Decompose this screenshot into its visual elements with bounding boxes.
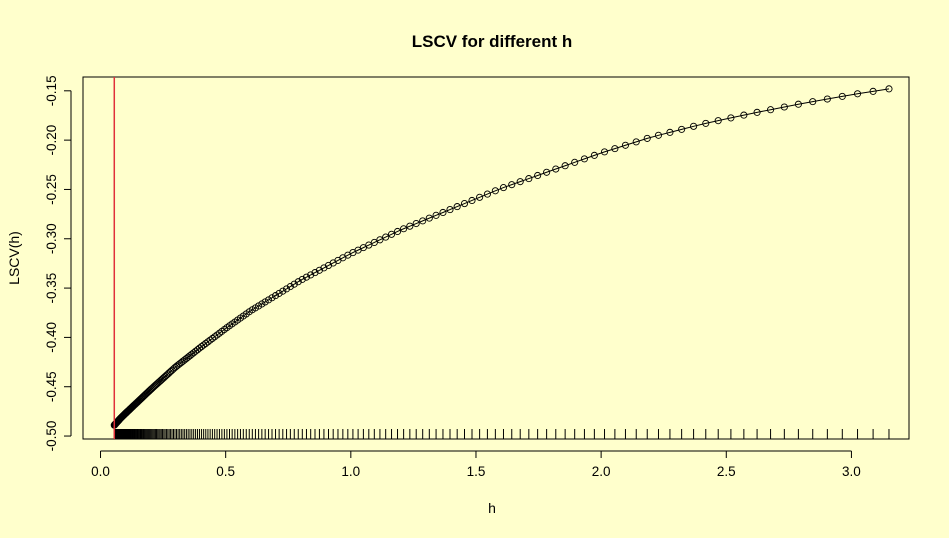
data-point [823, 95, 831, 103]
data-point [809, 98, 817, 106]
y-tick-label: -0.15 [44, 75, 59, 106]
data-point [279, 287, 287, 295]
data-point [838, 92, 846, 100]
y-tick-label: -0.30 [44, 223, 59, 254]
plot-frame [82, 76, 910, 440]
data-point [525, 175, 533, 183]
y-tick-label: -0.35 [44, 273, 59, 304]
x-axis-label: h [488, 500, 496, 516]
data-point [282, 285, 291, 293]
data-point [382, 233, 390, 241]
data-point [767, 106, 775, 114]
data-point [268, 294, 276, 302]
data-point [213, 331, 221, 339]
data-point [580, 155, 588, 163]
x-tick-label: 3.0 [842, 464, 861, 479]
data-point [690, 122, 698, 130]
x-axis: 0.0 0.5 1.0 1.5 2.0 2.5 3.0 [91, 450, 861, 479]
data-point [853, 90, 862, 98]
x-tick-label: 0.5 [216, 464, 235, 479]
data-point [753, 108, 761, 116]
y-axis: -0.50 -0.45 -0.40 -0.35 -0.30 -0.25 -0.20 -0.15 [44, 75, 72, 452]
data-point [302, 273, 311, 281]
series-line [113, 88, 890, 426]
data-point [460, 200, 469, 208]
chart-title: LSCV for different h [412, 32, 573, 51]
y-axis-label: LSCV(h) [6, 231, 22, 285]
data-point [590, 151, 598, 159]
data-point [571, 158, 579, 166]
y-tick-label: -0.40 [44, 322, 59, 353]
data-point [204, 338, 212, 346]
data-point [432, 211, 440, 219]
data-point [158, 375, 167, 383]
data-point [727, 114, 735, 122]
data-point [600, 148, 609, 156]
data-point [393, 227, 402, 236]
data-point [208, 334, 216, 343]
rug-ticks [113, 429, 890, 439]
data-point [794, 100, 802, 108]
data-point [780, 103, 788, 111]
data-point [534, 171, 542, 180]
data-point [425, 214, 433, 222]
data-point [419, 217, 427, 225]
x-tick-label: 1.0 [341, 464, 360, 479]
data-point [453, 203, 461, 211]
series-lscv [110, 85, 893, 429]
data-point [491, 187, 499, 195]
data-point [294, 278, 302, 286]
y-tick-label: -0.25 [44, 174, 59, 205]
x-tick-label: 2.5 [717, 464, 736, 479]
data-point [508, 181, 516, 189]
data-point [499, 184, 508, 192]
data-point [632, 138, 640, 146]
data-point [643, 134, 651, 142]
data-point [446, 206, 454, 214]
data-point [275, 289, 283, 297]
data-point [439, 208, 447, 217]
data-point [516, 178, 524, 186]
data-point [265, 296, 273, 304]
data-point [476, 193, 484, 201]
data-point [370, 238, 378, 247]
data-point [714, 117, 722, 125]
data-point [666, 128, 674, 136]
data-point [406, 222, 414, 230]
y-tick-label: -0.20 [44, 125, 59, 156]
data-point [654, 131, 663, 139]
y-tick-label: -0.45 [44, 371, 59, 402]
x-tick-label: 0.0 [91, 464, 110, 479]
data-point [885, 85, 893, 93]
y-tick-label: -0.50 [44, 421, 59, 452]
data-point [552, 165, 560, 173]
data-point [412, 219, 420, 228]
data-point [400, 225, 408, 233]
data-point [311, 269, 319, 277]
data-point [702, 119, 710, 127]
data-point [678, 125, 686, 133]
data-point [611, 145, 619, 153]
data-point [468, 196, 476, 205]
data-point [271, 292, 280, 300]
data-point [298, 275, 306, 283]
data-point [387, 230, 396, 238]
data-point [740, 111, 748, 119]
data-point [307, 271, 315, 279]
data-point [286, 282, 294, 291]
x-tick-label: 1.5 [467, 464, 486, 479]
data-point [561, 162, 569, 170]
data-point [869, 87, 877, 95]
x-tick-label: 2.0 [592, 464, 611, 479]
data-point [483, 190, 491, 198]
data-point [376, 236, 384, 244]
data-point [290, 280, 298, 288]
data-point [211, 333, 219, 341]
data-point [543, 168, 551, 176]
data-point [206, 336, 214, 344]
data-point [621, 141, 630, 149]
